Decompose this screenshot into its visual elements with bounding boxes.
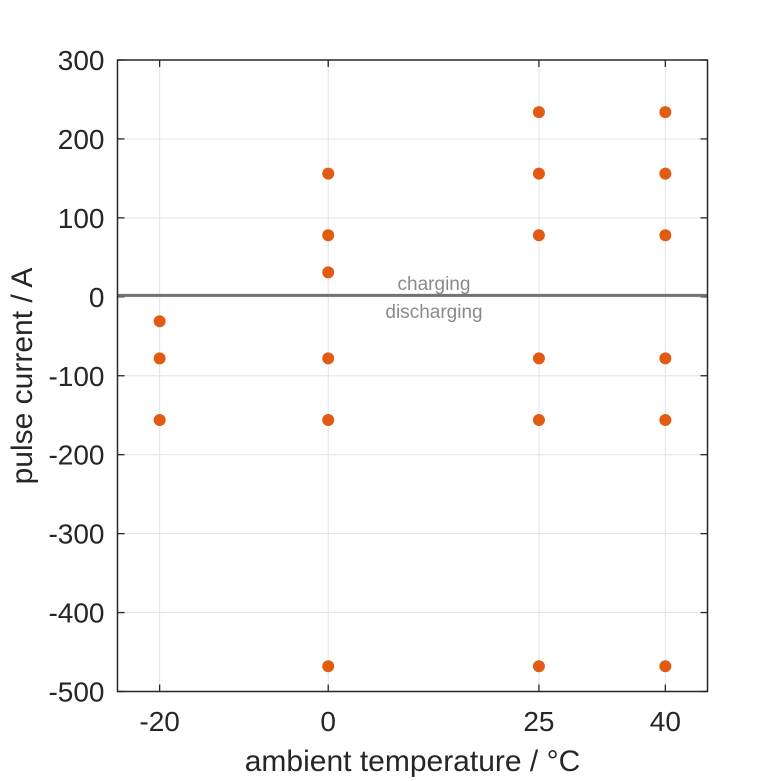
data-point: [322, 660, 335, 673]
discharging-zone-label: discharging: [385, 302, 482, 323]
data-point: [322, 167, 335, 180]
data-point: [153, 352, 166, 365]
x-axis-label: ambient temperature / °C: [245, 745, 580, 778]
x-tick-label: -20: [139, 706, 179, 737]
x-tick-label: 0: [320, 706, 336, 737]
y-tick-label: -300: [48, 519, 104, 550]
data-point: [322, 229, 335, 242]
plot-border: [116, 59, 709, 693]
data-point: [322, 413, 335, 426]
data-point: [659, 413, 672, 426]
y-axis-label: pulse current / A: [6, 268, 39, 485]
data-point: [659, 167, 672, 180]
data-point: [532, 167, 545, 180]
y-tick-label: -400: [48, 598, 104, 629]
data-point: [322, 352, 335, 365]
data-point: [659, 352, 672, 365]
data-point: [153, 413, 166, 426]
y-tick-label: 300: [58, 45, 105, 76]
data-point: [659, 106, 672, 119]
y-tick-labels: 300 200 100 0 -100 -200 -300 -400 -500: [48, 45, 104, 708]
data-point: [532, 229, 545, 242]
y-tick-label: 200: [58, 124, 105, 155]
charging-zone-label: charging: [398, 274, 471, 295]
data-point: [532, 660, 545, 673]
data-point: [532, 413, 545, 426]
data-point: [153, 315, 166, 328]
data-point: [532, 352, 545, 365]
y-tick-label: 100: [58, 203, 105, 234]
x-tick-label: 40: [650, 706, 681, 737]
data-point: [532, 106, 545, 119]
y-tick-label: 0: [89, 282, 105, 313]
x-tick-label: 25: [523, 706, 554, 737]
x-tick-labels: -20 0 25 40: [139, 706, 681, 737]
data-point: [659, 660, 672, 673]
data-point: [322, 266, 335, 279]
y-tick-label: -100: [48, 361, 104, 392]
data-points: [153, 106, 672, 673]
y-tick-label: -200: [48, 440, 104, 471]
y-tick-label: -500: [48, 677, 104, 708]
data-point: [659, 229, 672, 242]
